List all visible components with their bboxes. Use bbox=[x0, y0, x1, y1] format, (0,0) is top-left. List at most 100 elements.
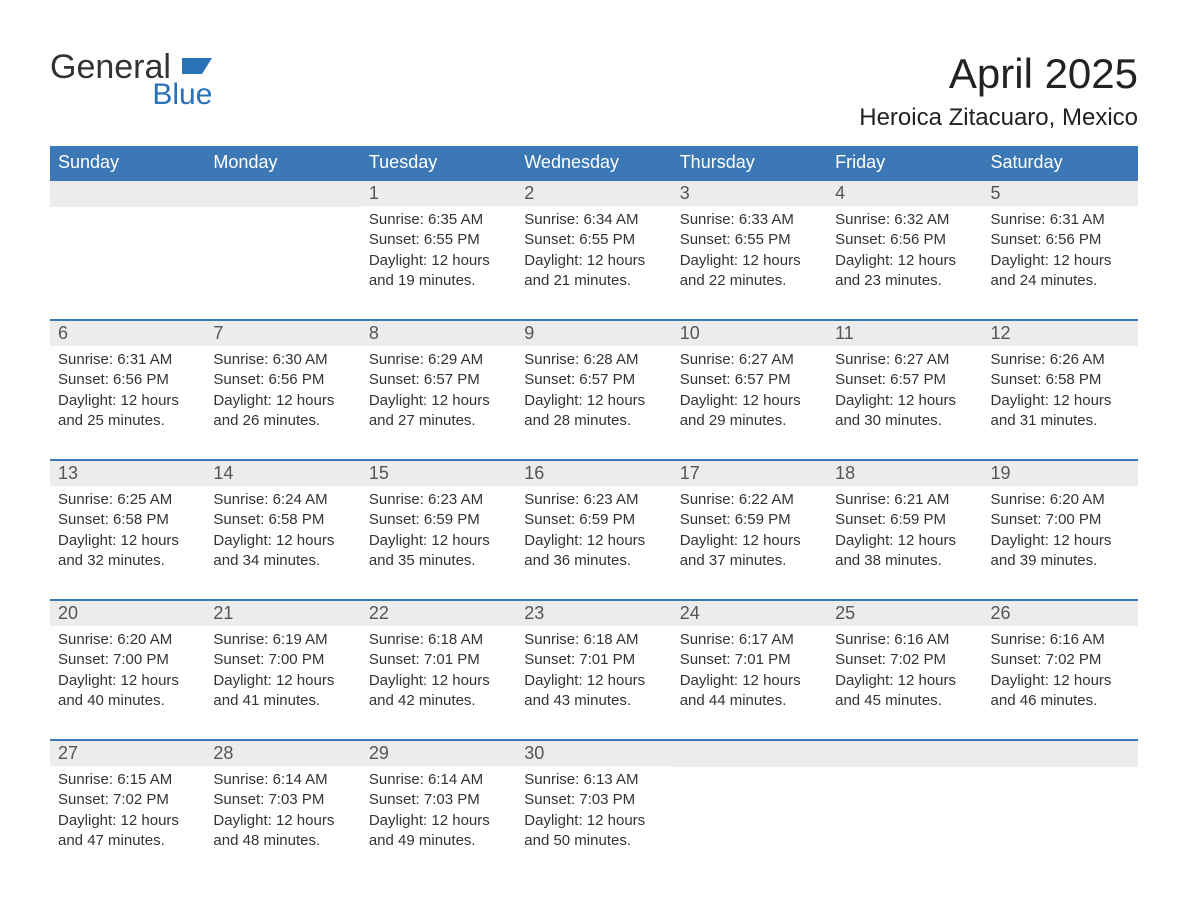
sunrise-text: Sunrise: 6:16 AM bbox=[991, 630, 1130, 650]
sunset-text: Sunset: 6:59 PM bbox=[369, 510, 508, 530]
day-number: 30 bbox=[516, 741, 671, 766]
sunrise-text: Sunrise: 6:18 AM bbox=[369, 630, 508, 650]
day-body: Sunrise: 6:20 AMSunset: 7:00 PMDaylight:… bbox=[983, 486, 1138, 571]
sunrise-text: Sunrise: 6:27 AM bbox=[680, 350, 819, 370]
sunset-text: Sunset: 6:56 PM bbox=[991, 230, 1130, 250]
day-body: Sunrise: 6:15 AMSunset: 7:02 PMDaylight:… bbox=[50, 766, 205, 851]
daylight-text: Daylight: 12 hours and 47 minutes. bbox=[58, 811, 197, 852]
day-number: 11 bbox=[827, 321, 982, 346]
week-row: 1Sunrise: 6:35 AMSunset: 6:55 PMDaylight… bbox=[50, 179, 1138, 301]
day-body: Sunrise: 6:31 AMSunset: 6:56 PMDaylight:… bbox=[983, 206, 1138, 291]
day-number: 8 bbox=[361, 321, 516, 346]
day-body: Sunrise: 6:33 AMSunset: 6:55 PMDaylight:… bbox=[672, 206, 827, 291]
day-number: 27 bbox=[50, 741, 205, 766]
daylight-text: Daylight: 12 hours and 43 minutes. bbox=[524, 671, 663, 712]
day-body: Sunrise: 6:29 AMSunset: 6:57 PMDaylight:… bbox=[361, 346, 516, 431]
daylight-text: Daylight: 12 hours and 26 minutes. bbox=[213, 391, 352, 432]
day-cell: 17Sunrise: 6:22 AMSunset: 6:59 PMDayligh… bbox=[672, 461, 827, 581]
week-row: 6Sunrise: 6:31 AMSunset: 6:56 PMDaylight… bbox=[50, 319, 1138, 441]
day-body: Sunrise: 6:20 AMSunset: 7:00 PMDaylight:… bbox=[50, 626, 205, 711]
sunset-text: Sunset: 7:00 PM bbox=[213, 650, 352, 670]
day-cell-empty bbox=[983, 741, 1138, 861]
day-number: 17 bbox=[672, 461, 827, 486]
sunset-text: Sunset: 6:57 PM bbox=[680, 370, 819, 390]
day-cell: 12Sunrise: 6:26 AMSunset: 6:58 PMDayligh… bbox=[983, 321, 1138, 441]
sunrise-text: Sunrise: 6:20 AM bbox=[58, 630, 197, 650]
day-cell: 28Sunrise: 6:14 AMSunset: 7:03 PMDayligh… bbox=[205, 741, 360, 861]
sunset-text: Sunset: 7:02 PM bbox=[835, 650, 974, 670]
day-number: 6 bbox=[50, 321, 205, 346]
weekday-header-cell: Tuesday bbox=[361, 146, 516, 179]
sunrise-text: Sunrise: 6:21 AM bbox=[835, 490, 974, 510]
day-number: 25 bbox=[827, 601, 982, 626]
day-number: 16 bbox=[516, 461, 671, 486]
weekday-header-cell: Saturday bbox=[983, 146, 1138, 179]
daylight-text: Daylight: 12 hours and 50 minutes. bbox=[524, 811, 663, 852]
sunrise-text: Sunrise: 6:13 AM bbox=[524, 770, 663, 790]
day-cell: 6Sunrise: 6:31 AMSunset: 6:56 PMDaylight… bbox=[50, 321, 205, 441]
day-number: 22 bbox=[361, 601, 516, 626]
sunset-text: Sunset: 6:58 PM bbox=[58, 510, 197, 530]
day-number: 15 bbox=[361, 461, 516, 486]
month-title: April 2025 bbox=[859, 50, 1138, 98]
sunset-text: Sunset: 6:57 PM bbox=[369, 370, 508, 390]
day-body: Sunrise: 6:27 AMSunset: 6:57 PMDaylight:… bbox=[672, 346, 827, 431]
day-body: Sunrise: 6:13 AMSunset: 7:03 PMDaylight:… bbox=[516, 766, 671, 851]
day-number: 19 bbox=[983, 461, 1138, 486]
logo-text: General Blue bbox=[50, 50, 212, 110]
daylight-text: Daylight: 12 hours and 40 minutes. bbox=[58, 671, 197, 712]
sunset-text: Sunset: 7:03 PM bbox=[524, 790, 663, 810]
sunrise-text: Sunrise: 6:24 AM bbox=[213, 490, 352, 510]
weekday-header-cell: Monday bbox=[205, 146, 360, 179]
day-cell: 3Sunrise: 6:33 AMSunset: 6:55 PMDaylight… bbox=[672, 181, 827, 301]
day-number: 13 bbox=[50, 461, 205, 486]
sunset-text: Sunset: 6:58 PM bbox=[213, 510, 352, 530]
day-number bbox=[983, 741, 1138, 767]
day-cell: 23Sunrise: 6:18 AMSunset: 7:01 PMDayligh… bbox=[516, 601, 671, 721]
logo: General Blue bbox=[50, 50, 212, 110]
day-body: Sunrise: 6:16 AMSunset: 7:02 PMDaylight:… bbox=[827, 626, 982, 711]
day-body: Sunrise: 6:23 AMSunset: 6:59 PMDaylight:… bbox=[516, 486, 671, 571]
daylight-text: Daylight: 12 hours and 34 minutes. bbox=[213, 531, 352, 572]
sunset-text: Sunset: 6:59 PM bbox=[680, 510, 819, 530]
day-number: 4 bbox=[827, 181, 982, 206]
day-number: 23 bbox=[516, 601, 671, 626]
day-body: Sunrise: 6:26 AMSunset: 6:58 PMDaylight:… bbox=[983, 346, 1138, 431]
day-cell: 25Sunrise: 6:16 AMSunset: 7:02 PMDayligh… bbox=[827, 601, 982, 721]
day-cell: 20Sunrise: 6:20 AMSunset: 7:00 PMDayligh… bbox=[50, 601, 205, 721]
sunrise-text: Sunrise: 6:23 AM bbox=[369, 490, 508, 510]
sunrise-text: Sunrise: 6:19 AM bbox=[213, 630, 352, 650]
weekday-header-cell: Sunday bbox=[50, 146, 205, 179]
day-body: Sunrise: 6:19 AMSunset: 7:00 PMDaylight:… bbox=[205, 626, 360, 711]
daylight-text: Daylight: 12 hours and 32 minutes. bbox=[58, 531, 197, 572]
daylight-text: Daylight: 12 hours and 29 minutes. bbox=[680, 391, 819, 432]
day-cell: 14 Sunrise: 6:24 AMSunset: 6:58 PMDayligh… bbox=[205, 461, 360, 581]
sunrise-text: Sunrise: 6:20 AM bbox=[991, 490, 1130, 510]
sunset-text: Sunset: 6:56 PM bbox=[58, 370, 197, 390]
day-body: Sunrise: 6:25 AMSunset: 6:58 PMDaylight:… bbox=[50, 486, 205, 571]
day-body: Sunrise: 6:34 AMSunset: 6:55 PMDaylight:… bbox=[516, 206, 671, 291]
daylight-text: Daylight: 12 hours and 42 minutes. bbox=[369, 671, 508, 712]
day-body: Sunrise: 6:14 AMSunset: 7:03 PMDaylight:… bbox=[361, 766, 516, 851]
daylight-text: Daylight: 12 hours and 45 minutes. bbox=[835, 671, 974, 712]
day-cell: 16Sunrise: 6:23 AMSunset: 6:59 PMDayligh… bbox=[516, 461, 671, 581]
sunrise-text: Sunrise: 6:28 AM bbox=[524, 350, 663, 370]
day-body: Sunrise: 6:32 AMSunset: 6:56 PMDaylight:… bbox=[827, 206, 982, 291]
day-number bbox=[50, 181, 205, 207]
sunset-text: Sunset: 6:56 PM bbox=[835, 230, 974, 250]
daylight-text: Daylight: 12 hours and 49 minutes. bbox=[369, 811, 508, 852]
sunrise-text: Sunrise: 6:32 AM bbox=[835, 210, 974, 230]
sunset-text: Sunset: 7:03 PM bbox=[213, 790, 352, 810]
day-cell-empty bbox=[50, 181, 205, 301]
sunrise-text: Sunrise: 6:35 AM bbox=[369, 210, 508, 230]
day-number bbox=[205, 181, 360, 207]
sunset-text: Sunset: 6:57 PM bbox=[835, 370, 974, 390]
page-header: General Blue April 2025 Heroica Zitacuar… bbox=[50, 50, 1138, 132]
location-subtitle: Heroica Zitacuaro, Mexico bbox=[859, 104, 1138, 132]
day-body: Sunrise: 6:22 AMSunset: 6:59 PMDaylight:… bbox=[672, 486, 827, 571]
sunrise-text: Sunrise: 6:31 AM bbox=[991, 210, 1130, 230]
day-cell: 5Sunrise: 6:31 AMSunset: 6:56 PMDaylight… bbox=[983, 181, 1138, 301]
day-cell: 9Sunrise: 6:28 AMSunset: 6:57 PMDaylight… bbox=[516, 321, 671, 441]
day-number: 14 bbox=[205, 461, 360, 486]
daylight-text: Daylight: 12 hours and 30 minutes. bbox=[835, 391, 974, 432]
